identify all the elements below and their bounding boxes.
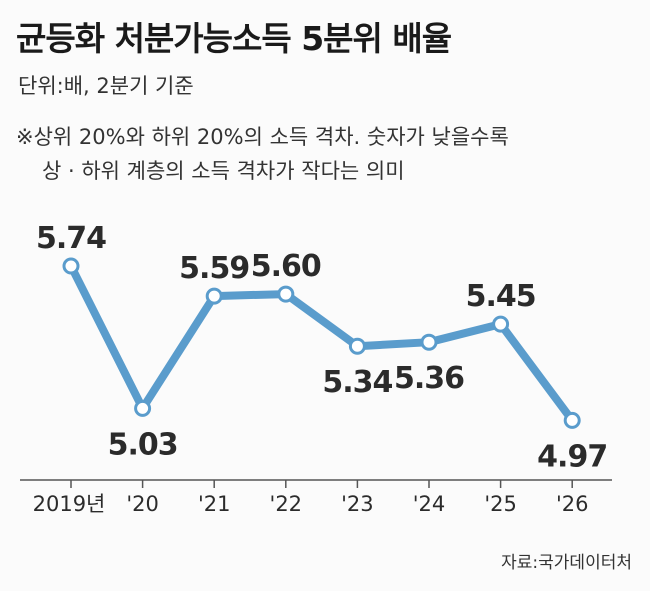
x-tick-label: '24 [413,492,446,516]
x-tick-label: '25 [484,492,517,516]
series-line [67,262,577,425]
note-line-1: ※상위 20%와 하위 20%의 소득 격차. 숫자가 낮을수록 [16,125,509,149]
data-label: 4.97 [537,439,607,474]
x-tick-label: '23 [341,492,374,516]
data-label: 5.34 [322,365,392,400]
x-tick-label: '22 [270,492,303,516]
source-label: 자료:국가데이터처 [501,553,632,573]
data-label: 5.59 [179,251,249,286]
data-point [492,315,510,333]
data-point [62,257,80,275]
data-point [134,399,152,417]
data-point [348,337,366,355]
x-tick-label: '21 [198,492,231,516]
data-point [563,411,581,429]
data-label: 5.03 [108,427,178,462]
x-tick-label: 2019년 [33,492,106,516]
data-point [205,287,223,305]
data-label: 5.45 [466,279,536,314]
data-point [277,285,295,303]
data-point [420,333,438,351]
x-tick-label: '26 [556,492,589,516]
data-label: 5.36 [394,361,464,396]
data-label: 5.60 [251,249,321,284]
data-label: 5.74 [36,221,106,256]
unit-label: 단위:배, 2분기 기준 [18,74,194,98]
chart-title: 균등화 처분가능소득 5분위 배율 [16,19,452,58]
note-line-2: 상 · 하위 계층의 소득 격차가 작다는 의미 [42,159,405,183]
x-tick-label: '20 [126,492,159,516]
